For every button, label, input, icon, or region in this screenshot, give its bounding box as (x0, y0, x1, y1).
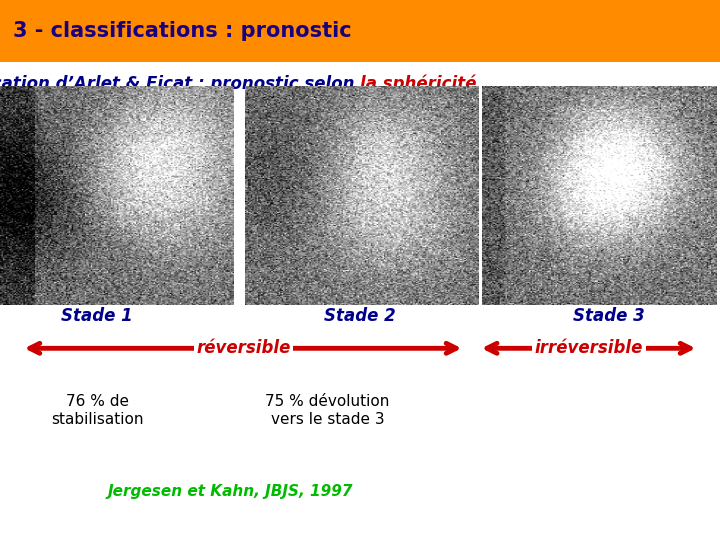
Text: la sphéricité: la sphéricité (360, 75, 477, 93)
Text: réversible: réversible (196, 339, 291, 357)
Bar (0, 0, 720, 62)
Text: 76 % de
stabilisation: 76 % de stabilisation (51, 394, 143, 427)
Text: Stade 2: Stade 2 (324, 307, 396, 325)
Text: Jergesen et Kahn, JBJS, 1997: Jergesen et Kahn, JBJS, 1997 (108, 484, 353, 499)
Text: 75 % dévolution
vers le stade 3: 75 % dévolution vers le stade 3 (266, 394, 390, 427)
Text: Classification d’Arlet & Ficat : pronostic selon: Classification d’Arlet & Ficat : pronost… (0, 75, 360, 93)
Text: Stade 3: Stade 3 (572, 307, 644, 325)
Text: Stade 1: Stade 1 (61, 307, 133, 325)
Text: 3 - classifications : pronostic: 3 - classifications : pronostic (13, 21, 351, 41)
Text: irréversible: irréversible (535, 339, 643, 357)
